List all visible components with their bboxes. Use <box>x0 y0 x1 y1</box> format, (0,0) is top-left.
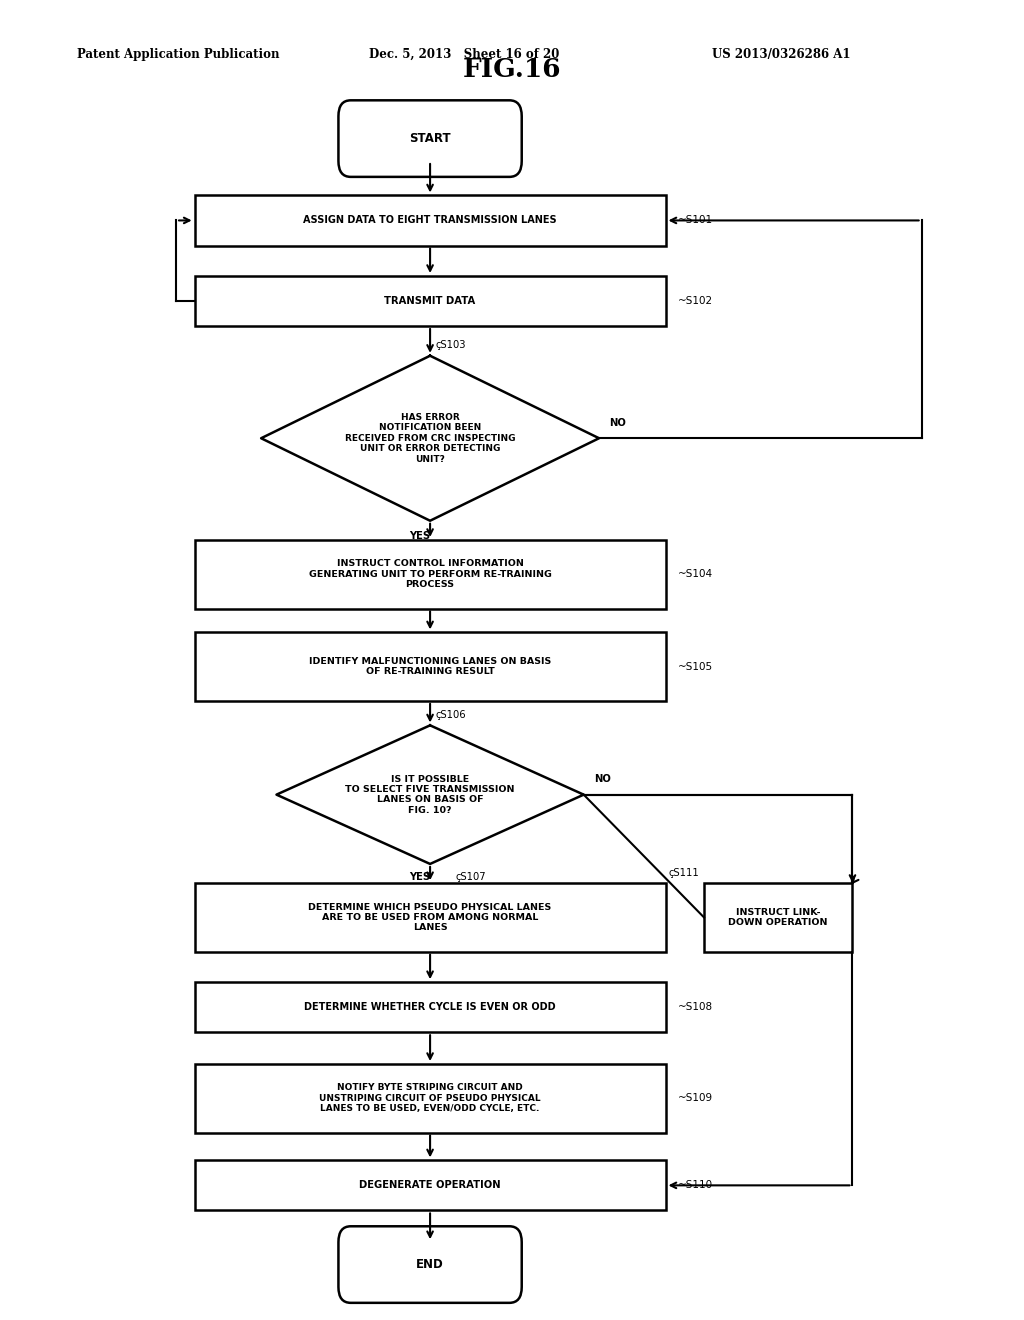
FancyBboxPatch shape <box>195 195 666 246</box>
Text: ~S109: ~S109 <box>678 1093 713 1104</box>
Text: YES: YES <box>410 531 430 541</box>
Text: DETERMINE WHICH PSEUDO PHYSICAL LANES
ARE TO BE USED FROM AMONG NORMAL
LANES: DETERMINE WHICH PSEUDO PHYSICAL LANES AR… <box>308 903 552 932</box>
Text: Dec. 5, 2013   Sheet 16 of 20: Dec. 5, 2013 Sheet 16 of 20 <box>369 48 559 61</box>
Text: INSTRUCT CONTROL INFORMATION
GENERATING UNIT TO PERFORM RE-TRAINING
PROCESS: INSTRUCT CONTROL INFORMATION GENERATING … <box>308 560 552 589</box>
Text: NOTIFY BYTE STRIPING CIRCUIT AND
UNSTRIPING CIRCUIT OF PSEUDO PHYSICAL
LANES TO : NOTIFY BYTE STRIPING CIRCUIT AND UNSTRIP… <box>319 1084 541 1113</box>
FancyBboxPatch shape <box>195 1064 666 1133</box>
Text: ~S101: ~S101 <box>678 215 713 226</box>
Text: FIG.16: FIG.16 <box>463 58 561 82</box>
FancyBboxPatch shape <box>338 1226 521 1303</box>
Text: çS103: çS103 <box>435 341 466 350</box>
Text: HAS ERROR
NOTIFICATION BEEN
RECEIVED FROM CRC INSPECTING
UNIT OR ERROR DETECTING: HAS ERROR NOTIFICATION BEEN RECEIVED FRO… <box>345 413 515 463</box>
Text: START: START <box>410 132 451 145</box>
FancyBboxPatch shape <box>195 883 666 952</box>
Text: IS IT POSSIBLE
TO SELECT FIVE TRANSMISSION
LANES ON BASIS OF
FIG. 10?: IS IT POSSIBLE TO SELECT FIVE TRANSMISSI… <box>345 775 515 814</box>
Text: ~S108: ~S108 <box>678 1002 713 1012</box>
FancyBboxPatch shape <box>195 1160 666 1210</box>
FancyBboxPatch shape <box>195 276 666 326</box>
Text: IDENTIFY MALFUNCTIONING LANES ON BASIS
OF RE-TRAINING RESULT: IDENTIFY MALFUNCTIONING LANES ON BASIS O… <box>309 657 551 676</box>
Text: çS111: çS111 <box>668 867 698 878</box>
Text: DETERMINE WHETHER CYCLE IS EVEN OR ODD: DETERMINE WHETHER CYCLE IS EVEN OR ODD <box>304 1002 556 1012</box>
Text: TRANSMIT DATA: TRANSMIT DATA <box>384 296 476 306</box>
FancyBboxPatch shape <box>195 982 666 1032</box>
Text: çS106: çS106 <box>435 710 466 721</box>
Text: ~S102: ~S102 <box>678 296 713 306</box>
Text: NO: NO <box>609 417 626 428</box>
Text: çS107: çS107 <box>456 871 486 882</box>
Polygon shape <box>261 355 599 520</box>
FancyBboxPatch shape <box>705 883 852 952</box>
Text: ASSIGN DATA TO EIGHT TRANSMISSION LANES: ASSIGN DATA TO EIGHT TRANSMISSION LANES <box>303 215 557 226</box>
FancyBboxPatch shape <box>195 632 666 701</box>
Text: Patent Application Publication: Patent Application Publication <box>77 48 280 61</box>
Polygon shape <box>276 726 584 863</box>
Text: YES: YES <box>410 871 430 882</box>
Text: INSTRUCT LINK-
DOWN OPERATION: INSTRUCT LINK- DOWN OPERATION <box>728 908 828 927</box>
Text: ~S110: ~S110 <box>678 1180 713 1191</box>
FancyBboxPatch shape <box>195 540 666 609</box>
Text: DEGENERATE OPERATION: DEGENERATE OPERATION <box>359 1180 501 1191</box>
Text: ~S105: ~S105 <box>678 661 713 672</box>
Text: ~S104: ~S104 <box>678 569 713 579</box>
FancyBboxPatch shape <box>338 100 521 177</box>
Text: US 2013/0326286 A1: US 2013/0326286 A1 <box>712 48 850 61</box>
Text: END: END <box>416 1258 444 1271</box>
Text: NO: NO <box>594 774 610 784</box>
